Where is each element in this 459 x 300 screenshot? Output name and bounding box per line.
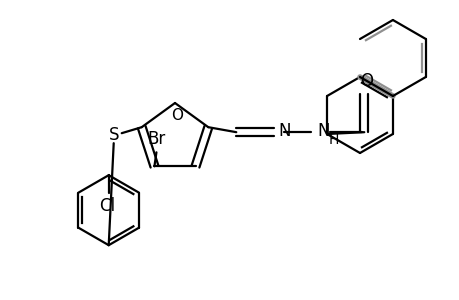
Text: N: N <box>278 122 290 140</box>
Text: O: O <box>171 108 183 123</box>
Text: H: H <box>328 133 338 147</box>
Text: N: N <box>317 122 329 140</box>
Text: Cl: Cl <box>98 197 115 215</box>
Text: S: S <box>108 126 119 144</box>
Text: Br: Br <box>147 130 165 148</box>
Text: O: O <box>359 72 372 90</box>
